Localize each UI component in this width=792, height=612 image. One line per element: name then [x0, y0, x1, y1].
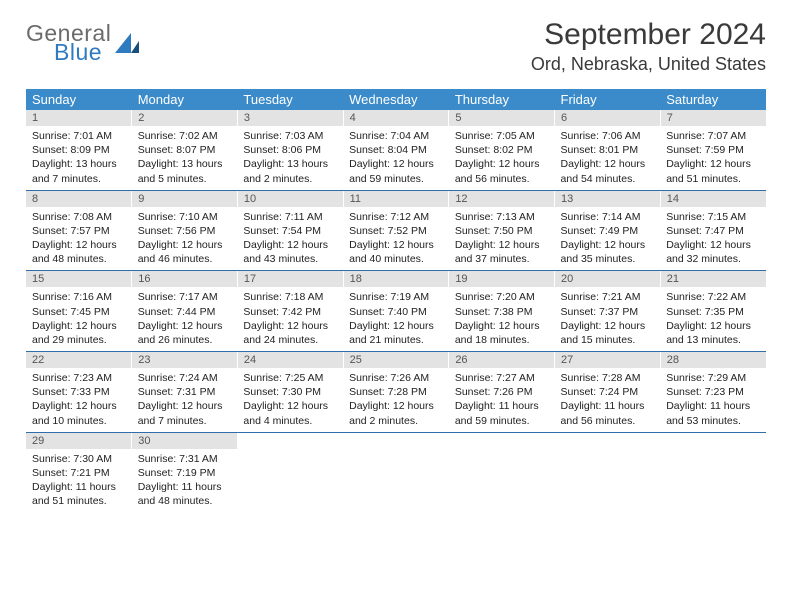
day-number: 16 [132, 271, 238, 288]
calendar-table: SundayMondayTuesdayWednesdayThursdayFrid… [26, 89, 766, 512]
day-number: 17 [237, 271, 343, 288]
day-number: 18 [343, 271, 449, 288]
day-number: 26 [449, 352, 555, 369]
day-detail: Sunrise: 7:25 AMSunset: 7:30 PMDaylight:… [237, 368, 343, 432]
day-detail: Sunrise: 7:19 AMSunset: 7:40 PMDaylight:… [343, 287, 449, 351]
day-detail: Sunrise: 7:06 AMSunset: 8:01 PMDaylight:… [555, 126, 661, 190]
day-detail: Sunrise: 7:30 AMSunset: 7:21 PMDaylight:… [26, 449, 132, 513]
day-detail: Sunrise: 7:17 AMSunset: 7:44 PMDaylight:… [132, 287, 238, 351]
header: General Blue September 2024 Ord, Nebrask… [26, 18, 766, 75]
day-detail: Sunrise: 7:14 AMSunset: 7:49 PMDaylight:… [555, 207, 661, 271]
location-subtitle: Ord, Nebraska, United States [531, 54, 766, 75]
dow-header: Friday [555, 89, 661, 110]
day-number [237, 432, 343, 449]
day-detail [237, 449, 343, 513]
day-number: 11 [343, 190, 449, 207]
logo-sail-icon [114, 31, 140, 57]
day-number: 23 [132, 352, 238, 369]
day-number: 19 [449, 271, 555, 288]
day-detail: Sunrise: 7:15 AMSunset: 7:47 PMDaylight:… [660, 207, 766, 271]
day-detail: Sunrise: 7:26 AMSunset: 7:28 PMDaylight:… [343, 368, 449, 432]
day-detail: Sunrise: 7:16 AMSunset: 7:45 PMDaylight:… [26, 287, 132, 351]
day-number: 14 [660, 190, 766, 207]
day-detail: Sunrise: 7:13 AMSunset: 7:50 PMDaylight:… [449, 207, 555, 271]
day-detail: Sunrise: 7:29 AMSunset: 7:23 PMDaylight:… [660, 368, 766, 432]
day-number: 8 [26, 190, 132, 207]
day-detail: Sunrise: 7:03 AMSunset: 8:06 PMDaylight:… [237, 126, 343, 190]
day-detail: Sunrise: 7:07 AMSunset: 7:59 PMDaylight:… [660, 126, 766, 190]
dow-header: Saturday [660, 89, 766, 110]
dow-header: Wednesday [343, 89, 449, 110]
day-number: 20 [555, 271, 661, 288]
day-number: 21 [660, 271, 766, 288]
day-number: 28 [660, 352, 766, 369]
day-detail [555, 449, 661, 513]
day-number: 1 [26, 110, 132, 126]
day-number: 15 [26, 271, 132, 288]
day-detail: Sunrise: 7:12 AMSunset: 7:52 PMDaylight:… [343, 207, 449, 271]
day-number: 9 [132, 190, 238, 207]
day-detail: Sunrise: 7:02 AMSunset: 8:07 PMDaylight:… [132, 126, 238, 190]
day-number: 5 [449, 110, 555, 126]
day-detail: Sunrise: 7:20 AMSunset: 7:38 PMDaylight:… [449, 287, 555, 351]
day-number: 7 [660, 110, 766, 126]
day-detail: Sunrise: 7:08 AMSunset: 7:57 PMDaylight:… [26, 207, 132, 271]
day-detail: Sunrise: 7:27 AMSunset: 7:26 PMDaylight:… [449, 368, 555, 432]
day-number: 6 [555, 110, 661, 126]
day-number: 30 [132, 432, 238, 449]
day-detail: Sunrise: 7:05 AMSunset: 8:02 PMDaylight:… [449, 126, 555, 190]
day-number [449, 432, 555, 449]
dow-header: Tuesday [237, 89, 343, 110]
day-detail: Sunrise: 7:11 AMSunset: 7:54 PMDaylight:… [237, 207, 343, 271]
day-detail: Sunrise: 7:04 AMSunset: 8:04 PMDaylight:… [343, 126, 449, 190]
day-detail: Sunrise: 7:18 AMSunset: 7:42 PMDaylight:… [237, 287, 343, 351]
day-detail: Sunrise: 7:24 AMSunset: 7:31 PMDaylight:… [132, 368, 238, 432]
day-detail [660, 449, 766, 513]
day-number: 13 [555, 190, 661, 207]
day-number [555, 432, 661, 449]
day-detail: Sunrise: 7:21 AMSunset: 7:37 PMDaylight:… [555, 287, 661, 351]
day-detail: Sunrise: 7:28 AMSunset: 7:24 PMDaylight:… [555, 368, 661, 432]
day-detail: Sunrise: 7:10 AMSunset: 7:56 PMDaylight:… [132, 207, 238, 271]
day-detail: Sunrise: 7:01 AMSunset: 8:09 PMDaylight:… [26, 126, 132, 190]
day-number: 22 [26, 352, 132, 369]
day-detail: Sunrise: 7:23 AMSunset: 7:33 PMDaylight:… [26, 368, 132, 432]
day-number: 4 [343, 110, 449, 126]
day-detail: Sunrise: 7:22 AMSunset: 7:35 PMDaylight:… [660, 287, 766, 351]
day-number [343, 432, 449, 449]
logo: General Blue [26, 22, 140, 64]
dow-header: Monday [132, 89, 238, 110]
day-number: 24 [237, 352, 343, 369]
day-number: 2 [132, 110, 238, 126]
dow-header: Sunday [26, 89, 132, 110]
month-title: September 2024 [531, 18, 766, 52]
day-number: 29 [26, 432, 132, 449]
day-number: 3 [237, 110, 343, 126]
day-detail: Sunrise: 7:31 AMSunset: 7:19 PMDaylight:… [132, 449, 238, 513]
day-number: 10 [237, 190, 343, 207]
dow-header: Thursday [449, 89, 555, 110]
day-number: 25 [343, 352, 449, 369]
day-number: 27 [555, 352, 661, 369]
day-number [660, 432, 766, 449]
day-detail [343, 449, 449, 513]
day-detail [449, 449, 555, 513]
day-number: 12 [449, 190, 555, 207]
